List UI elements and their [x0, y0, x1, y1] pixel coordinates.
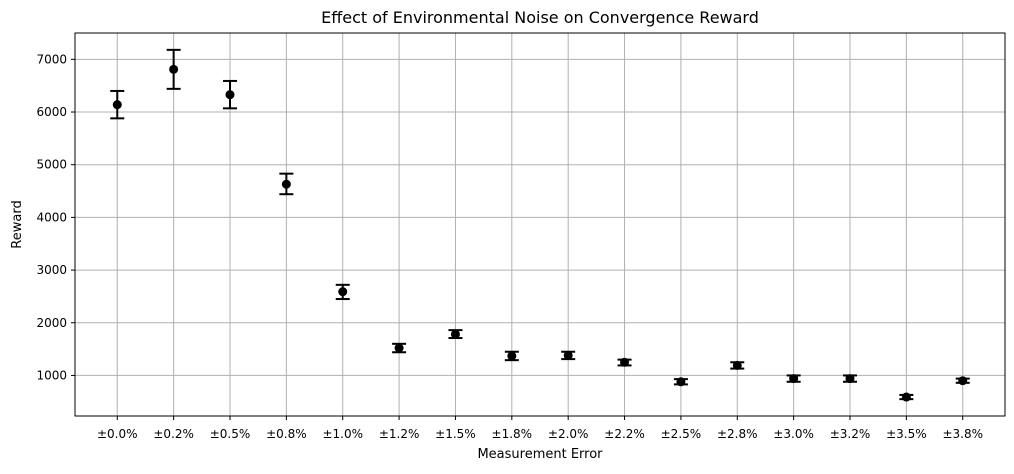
- data-point: [225, 90, 235, 100]
- x-tick-label: ±1.0%: [322, 427, 363, 441]
- data-point: [563, 350, 573, 360]
- x-tick-label: ±0.8%: [266, 427, 307, 441]
- data-point: [901, 392, 911, 402]
- data-point: [507, 351, 517, 361]
- grid: [75, 33, 1005, 416]
- data-point: [676, 377, 686, 387]
- data-point: [845, 374, 855, 384]
- data-layer: [110, 48, 970, 402]
- y-tick-label: 3000: [36, 263, 67, 277]
- x-tick-label: ±0.0%: [97, 427, 138, 441]
- x-tick-label: ±2.5%: [661, 427, 702, 441]
- x-tick-label: ±3.5%: [886, 427, 927, 441]
- x-tick-label: ±3.2%: [830, 427, 871, 441]
- data-point: [958, 376, 968, 386]
- x-tick-label: ±1.5%: [435, 427, 476, 441]
- plot-frame: [74, 32, 1006, 417]
- x-tick-label: ±0.5%: [210, 427, 251, 441]
- x-tick-label: ±3.0%: [773, 427, 814, 441]
- y-tick-label: 5000: [36, 158, 67, 172]
- data-point: [338, 287, 348, 297]
- data-point: [169, 64, 179, 74]
- data-point: [732, 360, 742, 370]
- data-point: [620, 357, 630, 367]
- y-tick-label: 7000: [36, 52, 67, 66]
- x-tick-label: ±3.8%: [942, 427, 983, 441]
- chart-title: Effect of Environmental Noise on Converg…: [321, 8, 759, 27]
- data-point: [112, 100, 122, 110]
- x-tick-label: ±0.2%: [153, 427, 194, 441]
- data-point: [394, 343, 404, 353]
- data-point: [789, 374, 799, 384]
- y-tick-label: 6000: [36, 105, 67, 119]
- ticks: ±0.0% ±0.2% ±0.5% ±0.8% ±1.0% ±1.2% ±1.5% ±1.8%…: [36, 52, 983, 441]
- x-tick-label: ±2.2%: [604, 427, 645, 441]
- x-axis-label: Measurement Error: [477, 447, 603, 462]
- y-tick-label: 4000: [36, 210, 67, 224]
- y-tick-label: 1000: [36, 368, 67, 382]
- x-tick-label: ±1.2%: [379, 427, 420, 441]
- data-point: [281, 179, 291, 189]
- y-axis-label: Reward: [10, 200, 25, 248]
- data-point: [450, 329, 460, 339]
- x-tick-label: ±2.8%: [717, 427, 758, 441]
- y-tick-label: 2000: [36, 316, 67, 330]
- x-tick-label: ±1.8%: [492, 427, 533, 441]
- x-tick-label: ±2.0%: [548, 427, 589, 441]
